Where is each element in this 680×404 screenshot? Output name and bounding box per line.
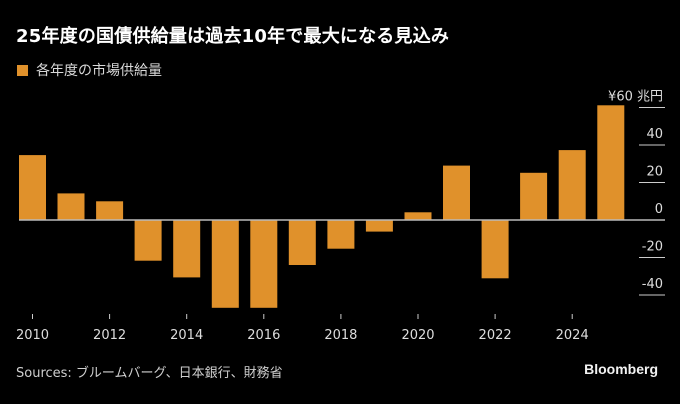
bar-2025 [597,105,625,221]
bar-2019 [365,220,393,232]
bar-2015 [211,220,239,308]
bar-2020 [404,212,432,220]
legend-swatch [17,64,28,76]
y-tick-label: ¥60 兆円 [608,90,663,105]
bar-2023 [520,172,548,221]
bar-2013 [134,220,162,261]
x-tick-label: 2020 [401,328,434,343]
y-tick-label: 0 [655,202,663,217]
x-tick-label: 2022 [479,328,512,343]
x-tick-label: 2024 [556,328,589,343]
legend: 各年度の市場供給量 [17,60,162,80]
bar-2012 [96,201,124,221]
bar-2018 [327,220,355,249]
y-tick-label: -20 [642,240,663,255]
bar-2011 [57,193,85,220]
y-tick-label: 20 [646,165,663,180]
bar-2016 [250,220,278,308]
bloomberg-logo: Bloomberg [584,361,658,377]
x-tick-label: 2018 [324,328,357,343]
x-tick-label: 2012 [93,328,126,343]
legend-label: 各年度の市場供給量 [36,63,162,79]
bar-2017 [288,220,316,265]
y-tick-label: 40 [646,127,663,142]
bar-2022 [481,220,509,279]
x-tick-label: 2016 [247,328,280,343]
bar-2014 [173,220,201,278]
bar-2024 [558,150,586,220]
x-tick-label: 2014 [170,328,203,343]
y-axis: ¥60 兆円 40 20 0 -20 -40 [608,90,665,296]
chart-title: 25年度の国債供給量は過去10年で最大になる見込み [16,26,450,47]
bars-group [19,105,625,308]
bar-2021 [443,165,470,220]
x-tick-label: 2010 [16,328,49,343]
bar-2010 [19,155,46,220]
x-axis: 2010 2012 2014 2016 2018 2020 2022 2024 [16,314,589,343]
y-tick-label: -40 [642,277,663,292]
source-note: Sources: ブルームバーグ、日本銀行、財務省 [16,366,283,381]
